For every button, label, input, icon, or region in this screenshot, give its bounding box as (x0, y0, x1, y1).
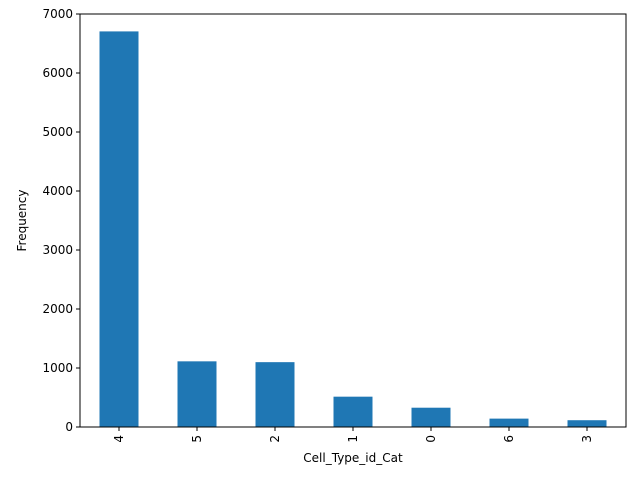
bar-6 (489, 418, 529, 427)
x-tick-label-0: 0 (424, 435, 438, 443)
y-axis: 0 1000 2000 3000 4000 5000 6000 7000 (42, 7, 80, 434)
y-tick-label-7000: 7000 (42, 7, 73, 21)
x-tick-label-1: 1 (346, 435, 360, 443)
x-tick-label-2: 2 (268, 435, 282, 443)
y-tick-label-2000: 2000 (42, 302, 73, 316)
y-tick-label-0: 0 (65, 420, 73, 434)
x-tick-label-6: 6 (502, 435, 516, 443)
bar-3 (567, 420, 607, 427)
bar-0 (411, 407, 451, 427)
bar-4 (99, 31, 139, 428)
y-tick-label-1000: 1000 (42, 361, 73, 375)
y-tick-label-5000: 5000 (42, 125, 73, 139)
bar-5 (177, 361, 217, 427)
bar-1 (333, 396, 373, 427)
x-tick-label-3: 3 (580, 435, 594, 443)
bars-group (99, 31, 607, 428)
x-axis-title: Cell_Type_id_Cat (303, 451, 403, 465)
x-tick-label-5: 5 (190, 435, 204, 443)
plot-frame (79, 13, 627, 428)
x-axis: 4 5 2 1 0 6 3 (112, 427, 594, 443)
x-tick-label-4: 4 (112, 435, 126, 443)
y-tick-label-3000: 3000 (42, 243, 73, 257)
y-tick-label-4000: 4000 (42, 184, 73, 198)
y-axis-title: Frequency (15, 190, 29, 252)
y-tick-label-6000: 6000 (42, 66, 73, 80)
bar-2 (255, 362, 295, 427)
